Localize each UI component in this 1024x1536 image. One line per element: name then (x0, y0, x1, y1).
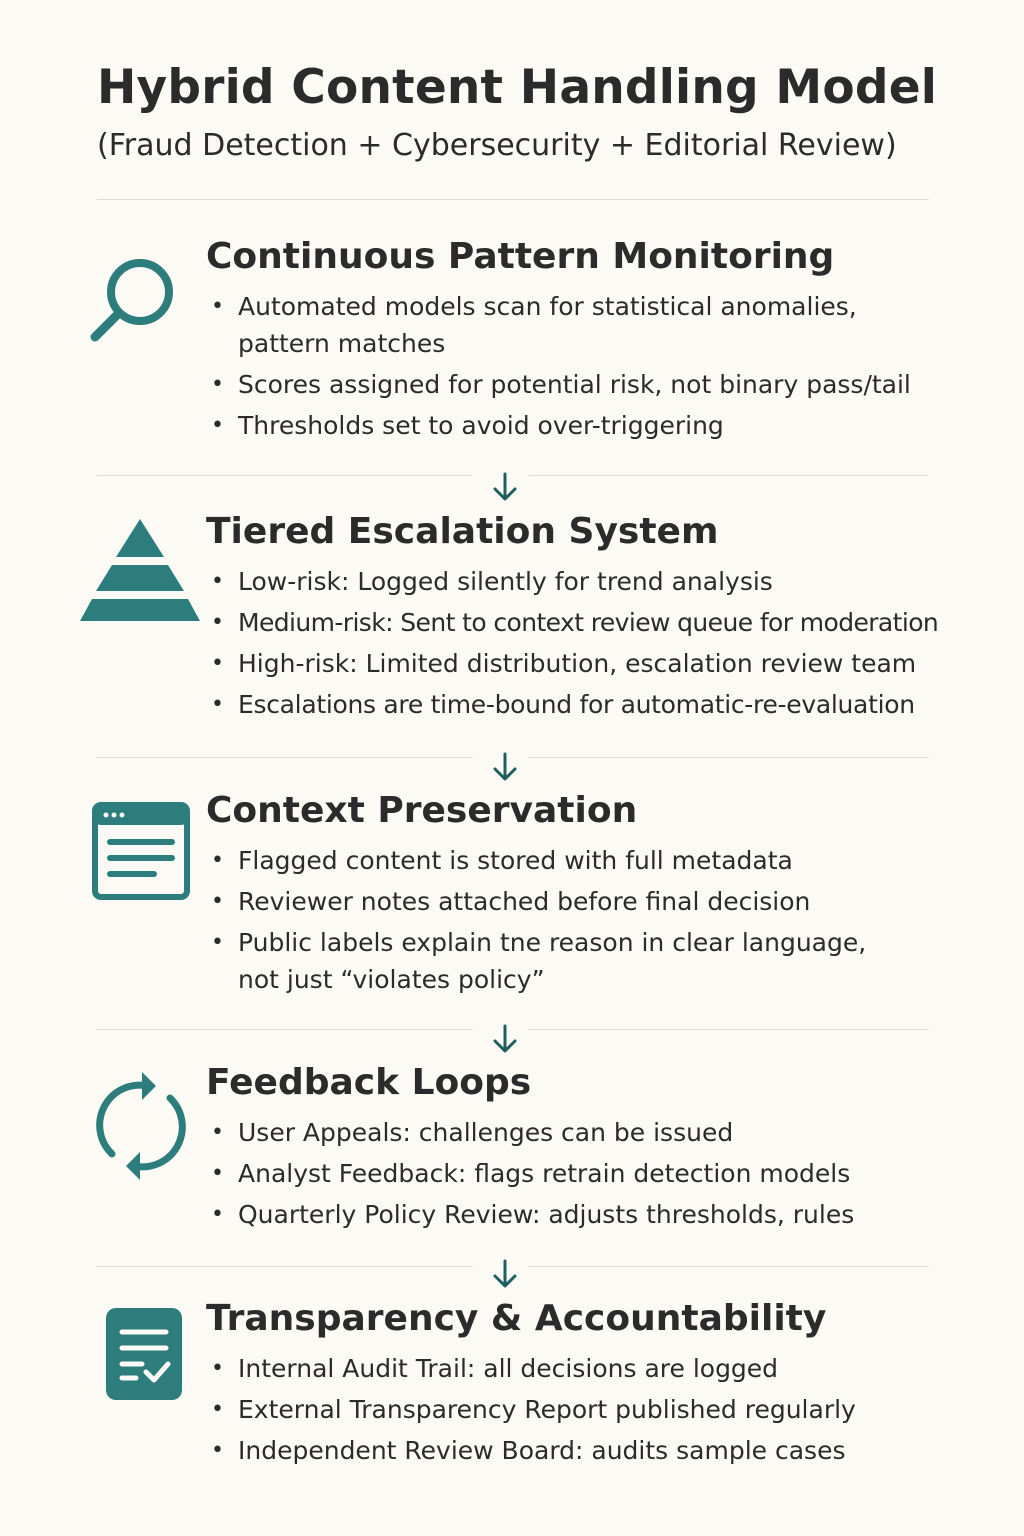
list-item: Low-risk: Logged silently for trend anal… (206, 563, 938, 600)
section-title: Context Preservation (206, 790, 638, 831)
section-divider (97, 473, 929, 478)
bullet-list: Low-risk: Logged silently for trend anal… (206, 563, 939, 727)
list-item: Independent Review Board: audits sample … (206, 1432, 856, 1469)
section-divider (97, 1027, 929, 1032)
page-subtitle: (Fraud Detection + Cybersecurity + Edito… (97, 128, 897, 163)
list-item: External Transparency Report published r… (206, 1391, 856, 1428)
page-title: Hybrid Content Handling Model (97, 60, 938, 115)
pyramid-icon (80, 519, 200, 621)
magnifier-icon (90, 259, 173, 342)
refresh-cycle-icon (96, 1072, 186, 1180)
section-title: Continuous Pattern Monitoring (206, 236, 835, 277)
arrow-down-icon (493, 1024, 517, 1053)
list-item: Flagged content is stored with full meta… (206, 842, 878, 879)
list-item: Medium-risk: Sent to context review queu… (206, 604, 939, 641)
bullet-list: Internal Audit Trail: all decisions are … (206, 1350, 856, 1473)
list-item: User Appeals: challenges can be issued (206, 1114, 854, 1151)
list-item: Analyst Feedback: flags retrain detectio… (206, 1155, 854, 1192)
list-item: Thresholds set to avoid over-triggering (206, 407, 911, 444)
list-item: Automated models scan for statistical an… (206, 288, 911, 362)
list-item: Reviewer notes attached before final dec… (206, 883, 878, 920)
section-divider (97, 1264, 929, 1269)
document-window-icon (92, 802, 190, 900)
list-item: Quarterly Policy Review: adjusts thresho… (206, 1196, 854, 1233)
section-divider (97, 755, 929, 760)
header-divider (97, 199, 929, 200)
bullet-list: Automated models scan for statistical an… (206, 288, 911, 448)
section-title: Feedback Loops (206, 1062, 532, 1103)
list-item: High-risk: Limited distribution, escalat… (206, 645, 938, 682)
list-item: Internal Audit Trail: all decisions are … (206, 1350, 856, 1387)
arrow-down-icon (493, 752, 517, 781)
checklist-icon (106, 1308, 182, 1400)
bullet-list: Flagged content is stored with full meta… (206, 842, 878, 1002)
section-title: Tiered Escalation System (206, 511, 719, 552)
section-title: Transparency & Accountability (206, 1298, 827, 1339)
list-item: Public labels explain tne reason in clea… (206, 924, 878, 998)
list-item: Scores assigned for potential risk, not … (206, 366, 911, 403)
list-item: Escalations are time-bound for automatic… (206, 686, 938, 723)
arrow-down-icon (493, 1259, 517, 1288)
arrow-down-icon (493, 472, 517, 501)
bullet-list: User Appeals: challenges can be issued A… (206, 1114, 854, 1237)
